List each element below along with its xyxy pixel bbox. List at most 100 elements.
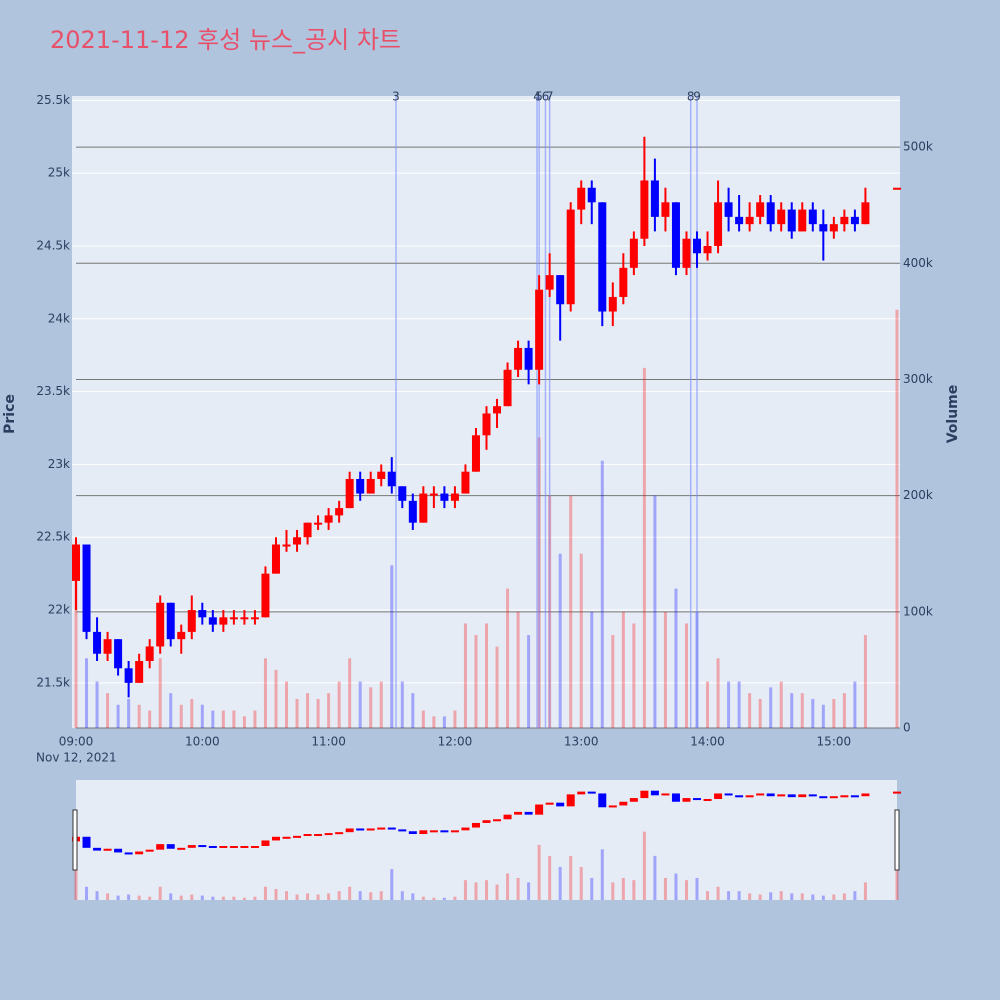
mini-volume-bar <box>158 886 162 900</box>
mini-candle <box>408 831 417 835</box>
x-tick-label: 15:00 <box>817 735 852 749</box>
volume-bar <box>190 698 194 728</box>
volume-bar <box>737 681 741 728</box>
candle-body <box>335 508 344 516</box>
candle-body <box>271 544 280 574</box>
mini-candle <box>577 791 586 795</box>
mini-volume-bar <box>632 880 636 900</box>
volume-bar <box>758 698 762 728</box>
mini-candle <box>619 801 628 806</box>
mini-volume-bar <box>442 897 446 900</box>
candle-body <box>598 202 607 312</box>
candle-body <box>493 406 502 414</box>
candle-body <box>208 617 217 625</box>
mini-volume-bar <box>569 855 573 900</box>
mini-volume-bar <box>148 896 152 900</box>
mini-volume-bar <box>232 896 236 900</box>
mini-candle <box>893 791 901 794</box>
news-label: 6 <box>542 90 550 104</box>
mini-candle <box>524 811 533 815</box>
volume-bar <box>821 704 825 728</box>
volume-bar <box>674 588 678 728</box>
candle-body <box>240 617 249 620</box>
mini-volume-bar <box>853 891 857 900</box>
mini-volume-bar <box>548 855 552 900</box>
candle-body <box>219 617 228 625</box>
volume-bar <box>632 623 636 728</box>
mini-volume-bar <box>727 891 731 900</box>
mini-candle <box>429 830 438 833</box>
candle-body <box>545 275 554 290</box>
mini-volume-bar <box>169 893 173 900</box>
mini-candle <box>861 793 870 797</box>
candle-body <box>724 202 733 217</box>
mini-volume-bar <box>716 886 720 900</box>
candle-body <box>682 238 691 268</box>
mini-candle <box>145 849 154 852</box>
candle-body <box>524 347 533 370</box>
mini-candle <box>587 791 596 794</box>
mini-volume-bar <box>285 891 289 900</box>
volume-bar <box>579 553 583 728</box>
mini-candle <box>798 794 807 798</box>
mini-candle <box>356 828 365 831</box>
volume-bar <box>316 698 320 728</box>
mini-volume-bar <box>579 866 583 900</box>
candle-body <box>293 537 302 545</box>
mini-candle <box>282 836 291 839</box>
volume-bar <box>295 698 299 728</box>
candle-body <box>745 216 754 225</box>
volume-bar <box>495 646 499 728</box>
candle-body <box>450 493 459 501</box>
candle-body <box>608 296 617 312</box>
mini-candle <box>640 790 649 799</box>
mini-candle <box>661 793 670 796</box>
range-slider[interactable] <box>76 780 897 900</box>
x-date-label: Nov 12, 2021 <box>36 751 117 765</box>
mini-volume-bar <box>106 893 110 900</box>
y2-tick-label: 400k <box>903 256 933 270</box>
volume-bar <box>274 669 278 728</box>
mini-volume-bar <box>295 894 299 900</box>
mini-volume-bar <box>400 891 404 900</box>
mini-volume-bar <box>863 882 867 900</box>
volume-bar <box>442 716 446 728</box>
mini-volume-bar <box>674 873 678 900</box>
mini-volume-bar <box>463 880 467 900</box>
mini-volume-bar <box>653 855 657 900</box>
candle-body <box>829 224 838 232</box>
mini-candle <box>608 805 617 808</box>
mini-candle <box>366 828 375 831</box>
candle-body <box>398 486 407 501</box>
volume-bar <box>116 704 120 728</box>
mini-volume-bar <box>95 891 99 900</box>
y-axis-title: Price <box>2 394 18 434</box>
mini-volume-bar <box>495 884 499 900</box>
news-label: 5 <box>535 90 543 104</box>
volume-bar <box>842 693 846 728</box>
candle-body <box>282 544 291 547</box>
volume-bar <box>706 681 710 728</box>
mini-candle <box>850 795 859 798</box>
candle-body <box>577 187 586 210</box>
slider-handle[interactable] <box>894 809 900 871</box>
mini-volume-bar <box>642 831 646 900</box>
mini-candle <box>714 793 723 799</box>
volume-bar <box>453 710 457 728</box>
candle-body <box>314 522 323 525</box>
y-tick-label: 25.5k <box>36 93 70 107</box>
mini-volume-bar <box>190 894 194 900</box>
y2-tick-label: 100k <box>903 604 933 618</box>
mini-volume-bar <box>621 877 625 900</box>
mini-candle <box>629 798 638 802</box>
volume-bar <box>421 710 425 728</box>
mini-candle <box>324 833 333 836</box>
candle-body <box>629 238 638 268</box>
mini-volume-bar <box>421 896 425 900</box>
candle-body <box>808 209 817 225</box>
candle-body <box>566 209 575 305</box>
slider-handle[interactable] <box>72 809 78 871</box>
mini-volume-bar <box>821 895 825 900</box>
volume-bar <box>379 681 383 728</box>
volume-bar <box>569 495 573 728</box>
